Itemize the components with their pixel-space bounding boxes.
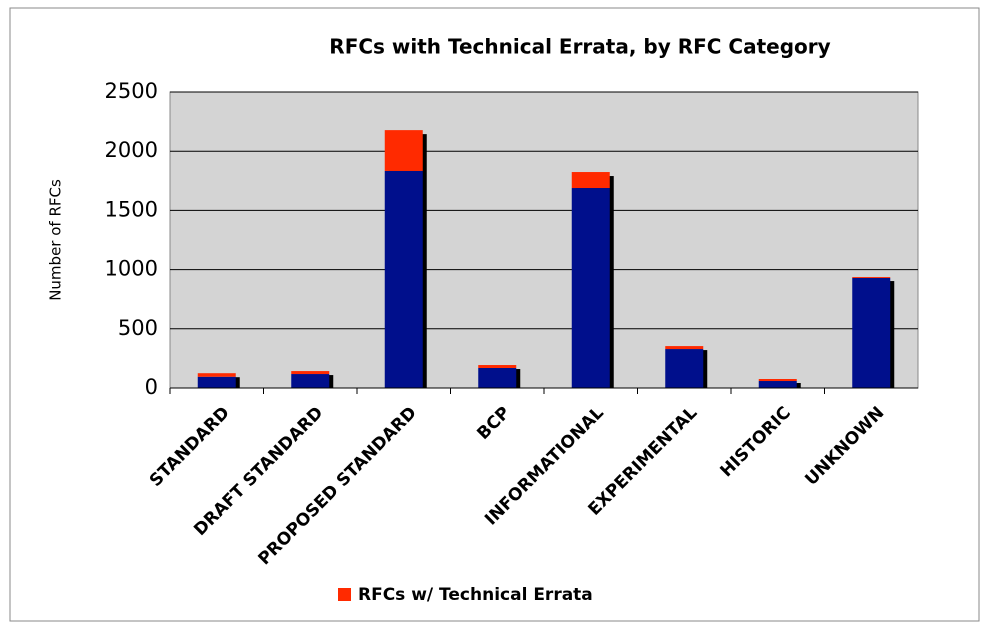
plot-area	[169, 91, 919, 389]
y-tick-label: 500	[118, 316, 158, 340]
y-tick-label: 1000	[105, 257, 158, 281]
bar-segment	[291, 371, 330, 375]
bar-segment	[571, 172, 610, 189]
chart-title: RFCs with Technical Errata, by RFC Categ…	[329, 35, 830, 59]
bar-segment	[197, 373, 236, 377]
bar-segment	[758, 381, 797, 388]
legend-label: RFCs w/ Technical Errata	[358, 585, 593, 605]
bar-segment	[665, 346, 704, 350]
bar-segment	[665, 349, 704, 388]
bar-segment	[852, 278, 891, 388]
y-tick-label: 2000	[105, 138, 158, 162]
y-tick-label: 1500	[105, 197, 158, 221]
bar-segment	[291, 374, 330, 388]
y-tick-label: 2500	[105, 79, 158, 103]
bar-segment	[852, 277, 891, 279]
bar-segment	[571, 188, 610, 388]
bar-segment	[478, 367, 517, 388]
bar-segment	[478, 365, 517, 368]
bar-segment	[384, 170, 423, 388]
bar-segment	[197, 376, 236, 388]
y-tick-label: 0	[145, 375, 158, 399]
y-axis-label: Number of RFCs	[47, 179, 65, 301]
legend-swatch	[338, 588, 351, 601]
bar-segment	[384, 130, 423, 171]
bar-segment	[758, 379, 797, 382]
